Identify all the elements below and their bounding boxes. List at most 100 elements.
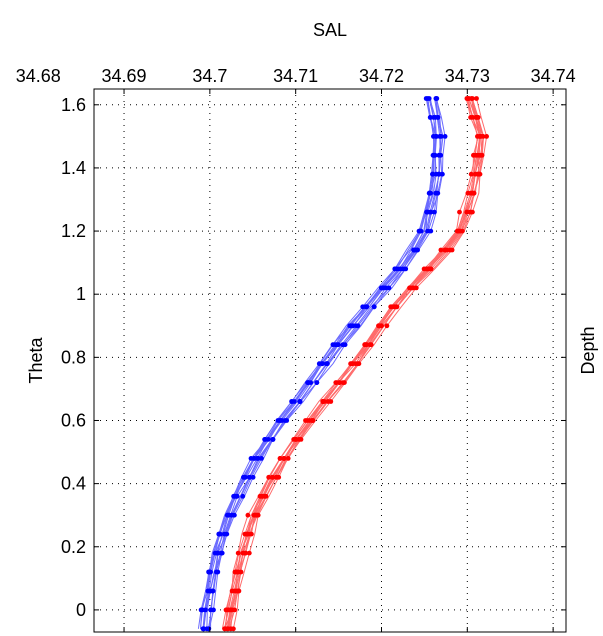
series-blue-point [416, 228, 422, 234]
series-blue-point [306, 380, 311, 385]
series-red-point [255, 512, 260, 518]
series-blue-point [314, 380, 320, 385]
series-blue-point [248, 456, 254, 461]
series-blue-point [411, 247, 416, 253]
series-red-point [484, 134, 489, 139]
series-red-point [470, 209, 475, 215]
series-blue-point [397, 266, 403, 272]
series-blue-point [240, 493, 246, 499]
series-red-point [266, 474, 272, 480]
series-blue-point [198, 607, 204, 613]
series-blue-point [340, 342, 346, 348]
series-red-point [464, 209, 470, 215]
series-red-point [281, 456, 287, 461]
y-tick-label: 0.8 [61, 347, 86, 367]
series-blue-point [206, 569, 212, 575]
series-blue-point [203, 607, 208, 613]
series-red-point [242, 550, 248, 556]
y-tick-label: 1.4 [61, 158, 86, 178]
series-red-point [392, 304, 397, 310]
series-red-point [274, 474, 279, 480]
series-red-point [475, 134, 480, 139]
series-blue-point [200, 626, 206, 632]
series-blue-point [438, 134, 444, 139]
series-blue-point [289, 399, 295, 404]
plot-frame [93, 88, 567, 633]
series-blue-point [379, 285, 385, 291]
series-red-point [232, 607, 238, 613]
profile-lines [197, 98, 488, 629]
series-blue-line [210, 98, 442, 629]
series-blue-point [224, 531, 230, 537]
series-blue-point [330, 342, 336, 348]
series-red-point [320, 399, 326, 404]
series-red-point [229, 588, 235, 594]
y-axis-label: Theta [26, 336, 46, 383]
series-red-point [476, 152, 482, 158]
series-blue-point [297, 399, 303, 404]
series-blue-point [360, 304, 366, 310]
series-red-point [305, 418, 310, 423]
series-red-point [438, 247, 444, 253]
series-red-point [428, 266, 434, 272]
series-blue-point [428, 228, 434, 234]
series-red-point [232, 569, 238, 575]
right-axis-label: Depth [578, 326, 598, 374]
series-blue-point [354, 323, 359, 329]
series-blue-point [259, 456, 264, 461]
series-blue-point [215, 569, 221, 575]
series-blue-point [442, 134, 448, 139]
series-red-point [222, 626, 228, 632]
series-red-point [478, 134, 484, 139]
series-red-point [474, 96, 479, 101]
series-blue-point [430, 171, 436, 177]
series-red-point [468, 115, 473, 120]
series-red-point [384, 323, 390, 329]
series-red-point [378, 323, 384, 329]
series-blue-point [255, 456, 261, 461]
series-red-point [257, 493, 263, 499]
grid [94, 89, 566, 632]
y-tick-label: 0.2 [61, 537, 86, 557]
series-red-point [449, 247, 455, 253]
series-red-point [457, 209, 462, 215]
series-blue-point [436, 171, 441, 177]
series-red-point [444, 247, 450, 253]
series-red-point [296, 437, 302, 442]
series-red-point [242, 531, 248, 537]
series-blue-point [247, 474, 253, 480]
series-red-point [368, 342, 374, 348]
x-tick-label: 34.72 [359, 66, 404, 86]
series-red-point [285, 456, 291, 461]
series-blue-point [212, 550, 218, 556]
series-red-point [465, 190, 471, 196]
series-red-point [362, 342, 368, 348]
series-blue-point [423, 96, 429, 101]
series-red-point [277, 456, 283, 461]
series-blue-point [435, 190, 441, 196]
x-tick-label: 34.69 [102, 66, 147, 86]
series-blue-point [335, 342, 341, 348]
series-red-point [410, 285, 416, 291]
y-tick-label: 1 [76, 284, 86, 304]
series-blue-point [425, 228, 430, 234]
series-red-point [270, 474, 276, 480]
x-tick-label: 34.73 [445, 66, 490, 86]
series-red-point [246, 550, 252, 556]
series-blue-point [270, 437, 276, 442]
series-blue-point [324, 361, 330, 367]
series-red-point [245, 512, 251, 518]
series-blue-point [392, 266, 398, 272]
series-blue-point [252, 456, 257, 461]
series-blue-point [432, 152, 437, 158]
series-blue-point [205, 588, 211, 594]
series-red-point [225, 626, 231, 632]
y-tick-label: 0.6 [61, 410, 86, 430]
series-blue-point [432, 209, 437, 215]
series-blue-point [440, 171, 445, 177]
series-blue-point [350, 323, 356, 329]
series-red-point [238, 569, 244, 575]
series-red-point [470, 190, 475, 196]
series-red-point [349, 361, 355, 367]
